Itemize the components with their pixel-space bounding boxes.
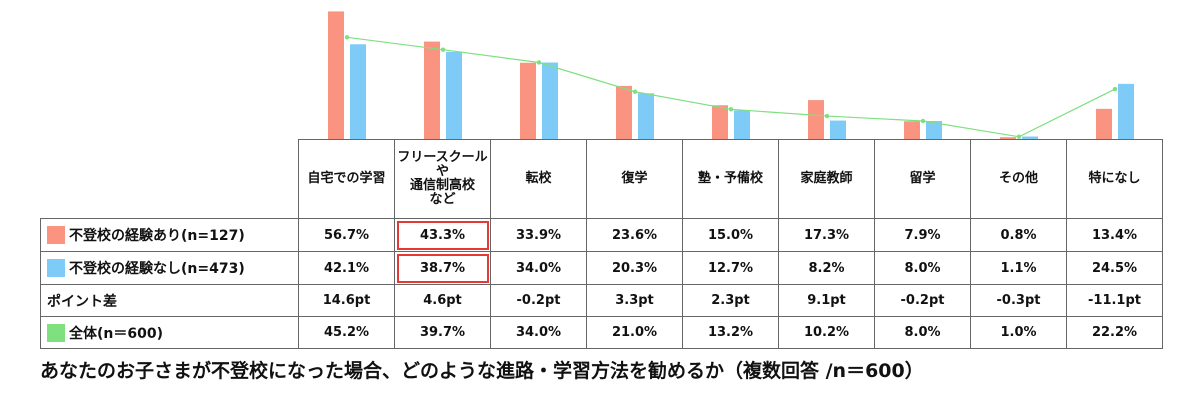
row-label: ポイント差	[40, 284, 299, 317]
bar-without-experience	[542, 62, 558, 139]
category-label: 留学	[874, 139, 971, 219]
bar-with-experience	[808, 100, 824, 139]
bar-without-experience	[830, 120, 846, 139]
bar-without-experience	[1022, 136, 1038, 139]
bar-with-experience	[1000, 137, 1016, 139]
category-label-text: フリースクール や 通信制高校 など	[397, 150, 488, 207]
bar-with-experience	[520, 62, 536, 139]
data-label: 14.6pt	[298, 284, 395, 317]
data-label: 8.0%	[874, 251, 971, 285]
data-label: -0.2pt	[874, 284, 971, 317]
bar-with-experience	[1096, 108, 1112, 139]
row-label: 不登校の経験あり(n=127)	[40, 218, 299, 252]
point-overall	[1112, 86, 1118, 92]
category-label: 復学	[586, 139, 683, 219]
row-label: 不登校の経験なし(n=473)	[40, 251, 299, 285]
data-label: -0.2pt	[490, 284, 587, 317]
bar-with-experience	[328, 11, 344, 139]
data-label: 1.1%	[970, 251, 1067, 285]
data-label: 2.3pt	[682, 284, 779, 317]
category-label: 自宅での学習	[298, 139, 395, 219]
point-overall	[728, 107, 734, 112]
data-label: 45.2%	[298, 316, 395, 349]
category-label: フリースクール や 通信制高校 など	[394, 139, 491, 219]
table-corner	[40, 139, 299, 219]
point-overall	[920, 118, 926, 124]
data-label: 3.3pt	[586, 284, 683, 317]
table-row-point-difference: ポイント差 14.6pt 4.6pt -0.2pt 3.3pt 2.3pt 9.…	[40, 284, 1163, 317]
chart-plot-area	[328, 11, 1134, 140]
data-label: 56.7%	[298, 218, 395, 252]
chart-title: あなたのお子さまが不登校になった場合、どのような進路・学習方法を勧めるか（複数回…	[40, 360, 924, 382]
data-label-highlighted: 38.7%	[394, 251, 491, 285]
category-label: 塾・予備校	[682, 139, 779, 219]
line-overall	[346, 36, 1116, 138]
row-label-text: 不登校の経験なし(n=473)	[69, 261, 245, 277]
category-header-row: 自宅での学習 フリースクール や 通信制高校 など 転校 復学 塾・予備校 家庭…	[40, 139, 1163, 219]
data-label: 12.7%	[682, 251, 779, 285]
category-label: その他	[970, 139, 1067, 219]
bar-without-experience	[350, 44, 366, 139]
bar-with-experience	[712, 105, 728, 139]
legend-swatch-with-experience	[47, 226, 65, 244]
bar-without-experience	[734, 110, 750, 139]
category-label: 転校	[490, 139, 587, 219]
bar-with-experience	[616, 85, 632, 139]
point-overall	[536, 60, 542, 65]
data-label: 8.0%	[874, 316, 971, 349]
data-label: 15.0%	[682, 218, 779, 252]
data-label: 39.7%	[394, 316, 491, 349]
data-label: 20.3%	[586, 251, 683, 285]
point-overall	[632, 89, 638, 94]
bar-with-experience	[904, 121, 920, 139]
data-label: -11.1pt	[1066, 284, 1163, 317]
data-label: 4.6pt	[394, 284, 491, 317]
point-overall	[440, 47, 446, 52]
data-label: 34.0%	[490, 251, 587, 285]
data-table: 自宅での学習 フリースクール や 通信制高校 など 転校 復学 塾・予備校 家庭…	[40, 139, 1163, 349]
data-label-highlighted: 43.3%	[394, 218, 491, 252]
data-label: 33.9%	[490, 218, 587, 252]
point-overall	[1016, 134, 1022, 139]
row-label: 全体(n＝600)	[40, 316, 299, 349]
data-label: 10.2%	[778, 316, 875, 349]
bar-without-experience	[446, 51, 462, 139]
data-label: -0.3pt	[970, 284, 1067, 317]
row-label-text: 不登校の経験あり(n=127)	[69, 228, 245, 244]
table-row-without-experience: 不登校の経験なし(n=473) 42.1% 38.7% 34.0% 20.3% …	[40, 251, 1163, 285]
data-label: 21.0%	[586, 316, 683, 349]
data-label: 17.3%	[778, 218, 875, 252]
data-label: 22.2%	[1066, 316, 1163, 349]
bar-with-experience	[424, 41, 440, 140]
data-label: 8.2%	[778, 251, 875, 285]
data-label: 13.4%	[1066, 218, 1163, 252]
data-label: 0.8%	[970, 218, 1067, 252]
table-row-overall: 全体(n＝600) 45.2% 39.7% 34.0% 21.0% 13.2% …	[40, 316, 1163, 349]
data-label: 24.5%	[1066, 251, 1163, 285]
data-label: 7.9%	[874, 218, 971, 252]
table-row-with-experience: 不登校の経験あり(n=127) 56.7% 43.3% 33.9% 23.6% …	[40, 218, 1163, 252]
data-label: 34.0%	[490, 316, 587, 349]
bar-without-experience	[638, 93, 654, 139]
legend-swatch-without-experience	[47, 259, 65, 277]
data-label: 42.1%	[298, 251, 395, 285]
point-overall	[344, 35, 350, 40]
data-label: 13.2%	[682, 316, 779, 349]
data-label: 1.0%	[970, 316, 1067, 349]
category-label: 特になし	[1066, 139, 1163, 219]
data-label: 9.1pt	[778, 284, 875, 317]
data-label: 23.6%	[586, 218, 683, 252]
bar-without-experience	[1118, 83, 1134, 139]
category-label: 家庭教師	[778, 139, 875, 219]
legend-swatch-overall	[47, 323, 65, 342]
point-overall	[824, 113, 830, 119]
row-label-text: 全体(n＝600)	[69, 325, 163, 342]
bar-without-experience	[926, 121, 942, 139]
